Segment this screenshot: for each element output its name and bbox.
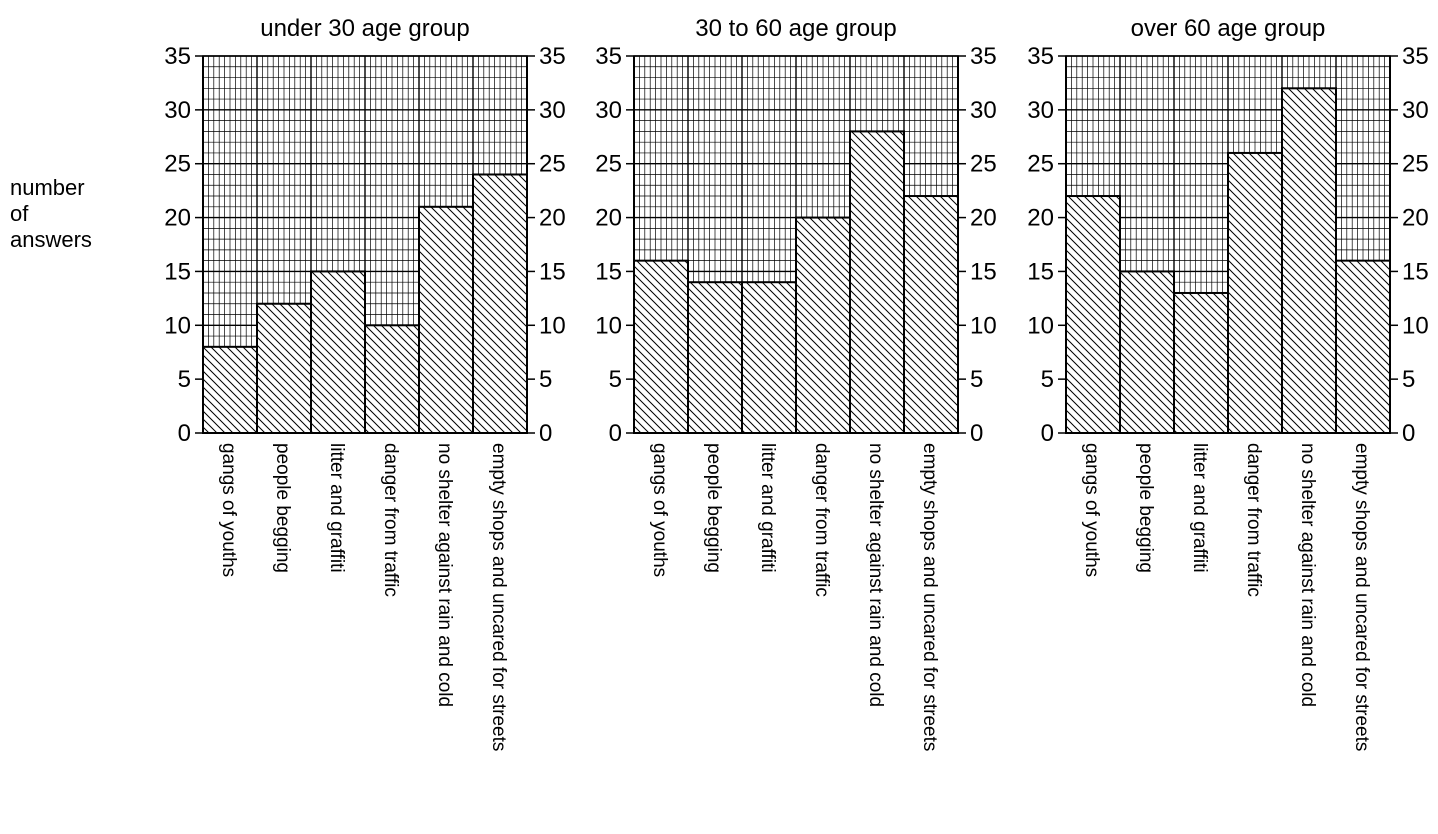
category-label-3: litter and graffiti bbox=[1189, 443, 1210, 573]
y-tick-label-right: 5 bbox=[970, 366, 983, 393]
y-tick-label-left: 35 bbox=[595, 43, 622, 70]
bar-4 bbox=[364, 324, 420, 434]
bar-2 bbox=[687, 281, 743, 435]
y-tick-label-left: 5 bbox=[178, 366, 191, 393]
category-label-2: people begging bbox=[1135, 443, 1156, 573]
y-tick-label-right: 25 bbox=[1402, 151, 1429, 178]
bar-1 bbox=[202, 345, 258, 435]
y-tick-label-left: 25 bbox=[595, 151, 622, 178]
bar-1 bbox=[633, 259, 689, 434]
y-tick-label-right: 30 bbox=[539, 97, 566, 124]
category-label-3: litter and graffiti bbox=[326, 443, 347, 573]
category-label-1: gangs of youths bbox=[1081, 443, 1102, 577]
y-tick-label-right: 20 bbox=[539, 205, 566, 232]
category-label-6: empty shops and uncared for streets bbox=[919, 443, 940, 751]
y-tick-label-left: 15 bbox=[164, 258, 191, 285]
category-label-1: gangs of youths bbox=[218, 443, 239, 577]
y-tick-label-right: 0 bbox=[970, 420, 983, 447]
y-tick-label-left: 30 bbox=[595, 97, 622, 124]
bar-6 bbox=[472, 173, 528, 434]
y-tick-label-left: 15 bbox=[1027, 258, 1054, 285]
category-label-5: no shelter against rain and cold bbox=[865, 443, 886, 707]
category-label-2: people begging bbox=[272, 443, 293, 573]
category-label-1: gangs of youths bbox=[649, 443, 670, 577]
category-label-5: no shelter against rain and cold bbox=[434, 443, 455, 707]
y-tick-label-left: 10 bbox=[595, 312, 622, 339]
y-tick-label-left: 15 bbox=[595, 258, 622, 285]
bar-3 bbox=[741, 281, 797, 435]
category-label-4: danger from traffic bbox=[1243, 443, 1264, 597]
y-axis-label-line-1: number bbox=[10, 175, 85, 200]
y-tick-label-left: 10 bbox=[1027, 312, 1054, 339]
y-tick-label-left: 30 bbox=[1027, 97, 1054, 124]
chart-title: over 60 age group bbox=[1131, 15, 1326, 42]
bar-5 bbox=[1281, 87, 1337, 434]
y-tick-label-left: 20 bbox=[1027, 205, 1054, 232]
bar-4 bbox=[795, 216, 851, 434]
y-tick-label-right: 0 bbox=[1402, 420, 1415, 447]
category-label-3: litter and graffiti bbox=[757, 443, 778, 573]
y-tick-label-left: 5 bbox=[609, 366, 622, 393]
y-tick-label-left: 20 bbox=[164, 205, 191, 232]
y-tick-label-right: 30 bbox=[1402, 97, 1429, 124]
y-tick-label-right: 15 bbox=[1402, 258, 1429, 285]
y-tick-label-right: 20 bbox=[970, 205, 997, 232]
y-tick-label-left: 25 bbox=[164, 151, 191, 178]
category-label-2: people begging bbox=[703, 443, 724, 573]
y-tick-label-left: 10 bbox=[164, 312, 191, 339]
y-tick-label-right: 10 bbox=[1402, 312, 1429, 339]
y-tick-label-right: 35 bbox=[1402, 43, 1429, 70]
bar-5 bbox=[418, 205, 474, 434]
y-tick-label-right: 10 bbox=[970, 312, 997, 339]
y-tick-label-right: 20 bbox=[1402, 205, 1429, 232]
y-axis-label-line-2: of bbox=[10, 201, 29, 226]
y-tick-label-right: 10 bbox=[539, 312, 566, 339]
category-label-4: danger from traffic bbox=[380, 443, 401, 597]
chart-panel-1: under 30 age group 0 0 5 5 10 10 15 15 20 20 25 25 30… bbox=[164, 15, 565, 751]
y-tick-label-right: 30 bbox=[970, 97, 997, 124]
bar-6 bbox=[1335, 259, 1391, 434]
y-tick-label-left: 0 bbox=[609, 420, 622, 447]
y-tick-label-right: 35 bbox=[970, 43, 997, 70]
y-axis-label-line-3: answers bbox=[10, 227, 92, 252]
category-label-6: empty shops and uncared for streets bbox=[488, 443, 509, 751]
category-label-5: no shelter against rain and cold bbox=[1297, 443, 1318, 707]
y-tick-label-left: 0 bbox=[178, 420, 191, 447]
y-tick-label-left: 35 bbox=[164, 43, 191, 70]
y-tick-label-right: 15 bbox=[539, 258, 566, 285]
bar-5 bbox=[849, 130, 905, 434]
bar-2 bbox=[256, 302, 312, 434]
y-tick-label-right: 5 bbox=[1402, 366, 1415, 393]
y-tick-label-left: 25 bbox=[1027, 151, 1054, 178]
y-tick-label-left: 35 bbox=[1027, 43, 1054, 70]
bar-2 bbox=[1119, 270, 1175, 434]
bar-3 bbox=[310, 270, 366, 434]
bar-1 bbox=[1065, 195, 1121, 434]
y-tick-label-right: 25 bbox=[970, 151, 997, 178]
y-tick-label-left: 5 bbox=[1041, 366, 1054, 393]
bar-4 bbox=[1227, 151, 1283, 434]
bar-3 bbox=[1173, 291, 1229, 434]
chart-panel-2: 30 to 60 age group 0 0 5 5 10 10 15 15 20 20 25 25 30… bbox=[595, 15, 996, 751]
chart-panel-3: over 60 age group 0 0 5 5 10 10 15 15 20 20 25 25 30 3… bbox=[1027, 15, 1428, 751]
category-label-4: danger from traffic bbox=[811, 443, 832, 597]
y-tick-label-left: 0 bbox=[1041, 420, 1054, 447]
y-tick-label-right: 5 bbox=[539, 366, 552, 393]
chart-title: under 30 age group bbox=[260, 15, 470, 42]
bar-6 bbox=[903, 195, 959, 434]
y-axis-label: number of answers bbox=[10, 175, 92, 252]
category-label-6: empty shops and uncared for streets bbox=[1351, 443, 1372, 751]
y-tick-label-left: 20 bbox=[595, 205, 622, 232]
y-tick-label-left: 30 bbox=[164, 97, 191, 124]
y-tick-label-right: 15 bbox=[970, 258, 997, 285]
y-tick-label-right: 0 bbox=[539, 420, 552, 447]
y-tick-label-right: 25 bbox=[539, 151, 566, 178]
y-tick-label-right: 35 bbox=[539, 43, 566, 70]
chart-title: 30 to 60 age group bbox=[695, 15, 897, 42]
